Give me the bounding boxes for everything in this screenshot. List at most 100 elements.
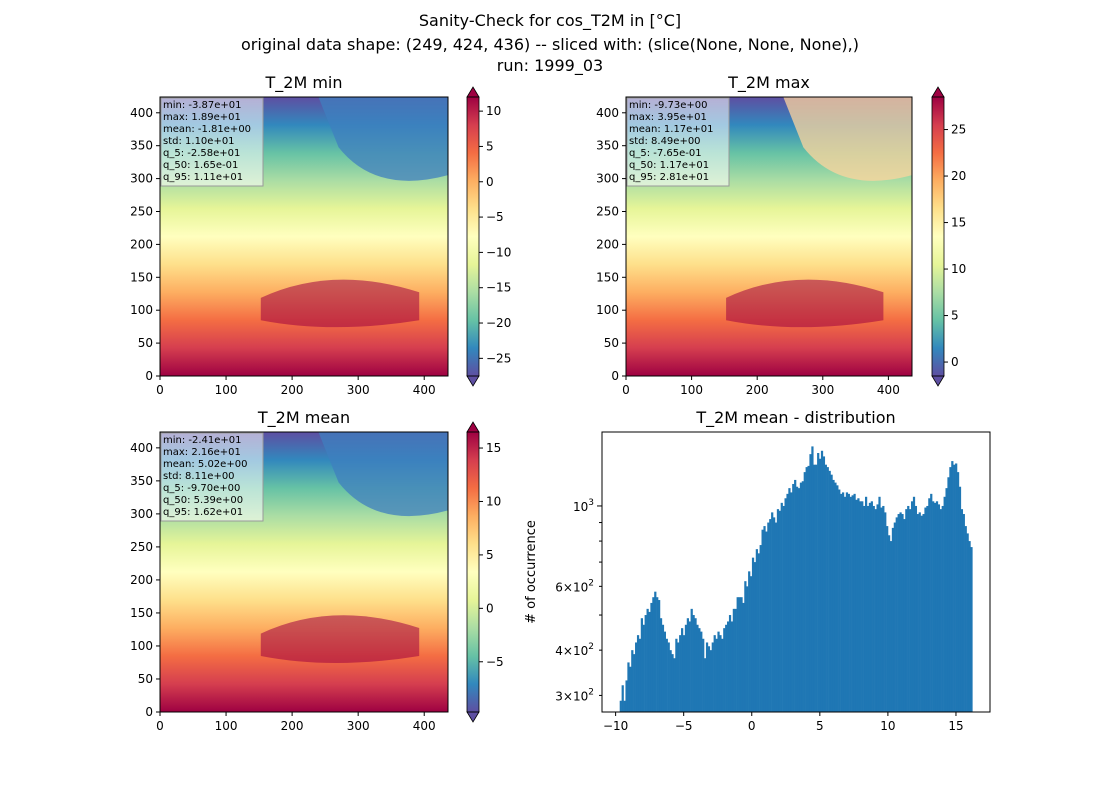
histogram-bar [700, 631, 703, 712]
histogram-panel: T_2M mean - distribution −10 −5 0 5 10 15 103 6×… [524, 408, 991, 733]
histogram-bar [642, 624, 645, 712]
histogram-bar [920, 515, 923, 712]
histogram-bar [623, 700, 626, 712]
stats-line: mean: -1.81e+00 [163, 124, 251, 135]
y-tick-label: 200 [130, 573, 153, 587]
histogram-bar [684, 624, 688, 712]
histogram-bar [845, 492, 849, 712]
histogram-bar [813, 464, 816, 712]
stats-line: max: 2.16e+01 [163, 447, 241, 458]
histogram-bar [859, 501, 862, 712]
histogram-bar [805, 467, 808, 712]
y-tick-label: 150 [130, 606, 153, 620]
stats-line: max: 1.89e+01 [163, 112, 241, 123]
histogram-bar [757, 553, 760, 712]
y-tick-label: 100 [596, 303, 619, 317]
histogram-bar [909, 509, 912, 712]
histogram-bar [870, 501, 873, 712]
histogram-bar [874, 509, 877, 712]
x-tick-label: 400 [413, 383, 436, 397]
histogram-bar [636, 635, 640, 712]
y-tick-label: 250 [130, 204, 153, 218]
stats-box-background [160, 97, 264, 187]
histogram-bar [644, 615, 647, 712]
y-tick-label: 50 [138, 336, 153, 350]
histogram-frame [601, 431, 991, 713]
histogram-bar [796, 486, 799, 712]
stats-box-background [626, 97, 730, 187]
colorbar-frame [466, 431, 480, 713]
histogram-bar [725, 624, 728, 712]
histogram-bar [930, 493, 933, 712]
histogram-bar [627, 662, 630, 712]
histogram-bar [753, 562, 757, 712]
histogram-bar [947, 477, 950, 712]
histogram-bar [838, 489, 841, 712]
histogram-bar [663, 631, 666, 712]
histogram-bar [713, 635, 716, 712]
histogram-bar [619, 700, 622, 712]
histogram-bar [866, 505, 870, 712]
histogram-bar [690, 608, 693, 712]
histogram-bar [939, 509, 942, 712]
histogram-bar [711, 642, 714, 712]
histogram-bar [640, 618, 643, 712]
histogram-bar [629, 666, 632, 712]
colorbar-extend-min [466, 375, 480, 387]
colorbar-gradient [932, 97, 944, 376]
histogram-bar [755, 549, 758, 712]
histogram-bar [815, 464, 818, 712]
histogram-bar [907, 505, 910, 712]
histogram-bar [717, 631, 720, 712]
histogram-bar [901, 514, 904, 712]
histogram-bars [619, 446, 973, 712]
stats-line: q_5: -2.58e+01 [163, 148, 240, 159]
colorbar-tick-label: −15 [486, 281, 511, 295]
histogram-bar [786, 493, 789, 712]
histogram-bar [721, 638, 724, 712]
histogram-bar [765, 531, 768, 712]
histogram-bar [843, 496, 847, 712]
histogram-bar [761, 529, 764, 712]
histogram-bar [677, 642, 680, 712]
histogram-bar [935, 501, 939, 712]
figure-title-line-2: original data shape: (249, 424, 436) -- … [241, 35, 859, 54]
colorbar-tick-label: 15 [486, 441, 501, 455]
colorbar-frame [466, 96, 480, 377]
x-tick-label: 300 [811, 383, 834, 397]
histogram-bar [742, 602, 745, 712]
y-tick-label: 300 [130, 507, 153, 521]
panel-title: T_2M mean [257, 408, 350, 428]
colorbar-extend-min [931, 375, 945, 387]
histogram-bar [682, 635, 686, 712]
histogram-bar [778, 510, 781, 712]
stats-line: q_95: 1.62e+01 [163, 507, 243, 518]
colorbar-extend-max [931, 86, 945, 98]
x-tick-label: 400 [413, 719, 436, 733]
histogram-bar [650, 602, 653, 712]
colorbar-tick-label: −20 [486, 316, 511, 330]
y-tick-label: 50 [604, 336, 619, 350]
stats-line: std: 8.49e+00 [629, 136, 701, 147]
heatmap-field-region [318, 97, 448, 181]
histogram-bar [945, 488, 948, 712]
histogram-bar [688, 621, 691, 712]
histogram-bar [646, 608, 649, 712]
histogram-bar [635, 642, 638, 712]
histogram-bar [847, 493, 850, 712]
y-tick-label: 150 [130, 270, 153, 284]
y-tick-label: 400 [130, 106, 153, 120]
y-tick-label: 0 [145, 369, 153, 383]
x-tick-label: 0 [622, 383, 630, 397]
histogram-bar [864, 496, 868, 712]
histogram-bar [671, 654, 674, 712]
stats-line: mean: 5.02e+00 [163, 459, 247, 470]
histogram-bar [958, 486, 962, 712]
histogram-bar [727, 621, 730, 712]
histogram-bar [926, 505, 929, 712]
histogram-bar [694, 618, 697, 712]
histogram-bar [868, 502, 872, 712]
histogram-bar [659, 618, 663, 712]
